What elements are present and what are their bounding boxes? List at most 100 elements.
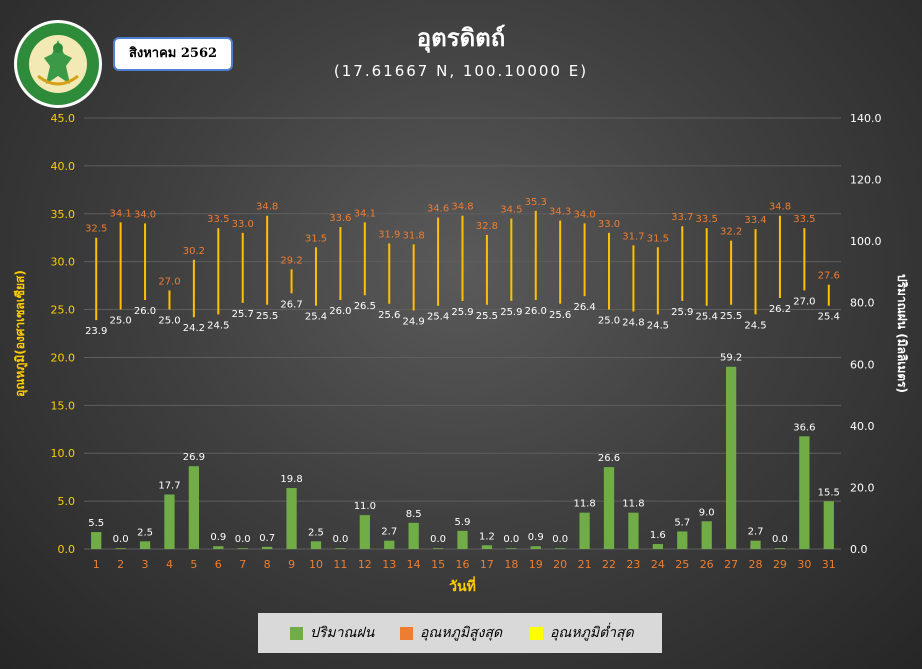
tmin-value-label: 26.0 — [525, 306, 547, 317]
y-left-tick-label: 0.0 — [58, 543, 76, 556]
tmin-value-label: 24.5 — [744, 320, 766, 331]
rain-value-label: 0.0 — [235, 534, 251, 545]
x-tick-label: 26 — [700, 558, 714, 571]
tmin-value-label: 24.8 — [622, 317, 644, 328]
tmax-value-label: 30.2 — [183, 246, 205, 257]
tmin-value-label: 23.9 — [85, 326, 107, 337]
tmax-value-label: 35.3 — [525, 197, 547, 208]
rain-bar — [91, 532, 102, 549]
legend-item-rain: ปริมาณฝน — [290, 624, 374, 642]
tmax-value-label: 27.0 — [158, 276, 180, 287]
rain-bar — [530, 546, 541, 549]
rain-bar — [457, 530, 468, 549]
tmax-value-label: 33.7 — [671, 212, 693, 223]
x-tick-label: 23 — [626, 558, 640, 571]
rain-bar — [408, 522, 419, 549]
rain-bar — [555, 548, 566, 549]
rain-value-label: 11.0 — [354, 501, 376, 512]
rain-value-label: 26.6 — [598, 453, 620, 464]
x-tick-label: 21 — [578, 558, 592, 571]
tmax-value-label: 33.5 — [207, 214, 229, 225]
tmin-value-label: 25.5 — [256, 311, 278, 322]
rain-value-label: 26.9 — [183, 452, 205, 463]
tmin-value-label: 25.4 — [427, 312, 449, 323]
legend-label-rain: ปริมาณฝน — [310, 625, 375, 641]
rain-value-label: 0.0 — [772, 534, 788, 545]
y-left-tick-label: 45.0 — [51, 112, 76, 125]
tmin-value-label: 26.7 — [280, 299, 302, 310]
x-tick-label: 13 — [382, 558, 396, 571]
y-left-tick-label: 20.0 — [51, 351, 76, 364]
rain-value-label: 0.7 — [259, 533, 275, 544]
rain-bar — [701, 521, 712, 549]
tmax-value-label: 33.6 — [329, 213, 351, 224]
rain-bar — [237, 548, 248, 549]
x-tick-label: 29 — [773, 558, 787, 571]
x-tick-label: 22 — [602, 558, 616, 571]
tmax-value-label: 34.5 — [500, 205, 522, 216]
tmax-value-label: 32.8 — [476, 221, 498, 232]
rain-value-label: 0.0 — [430, 534, 446, 545]
x-tick-label: 24 — [651, 558, 665, 571]
rain-bar — [310, 541, 322, 549]
tmin-value-label: 25.4 — [696, 312, 718, 323]
rain-bar — [286, 488, 297, 549]
data-labels: 5.5 0.0 2.5 17.7 26.9 0.9 0.0 0.7 19.8 2.5 0.0 11.0… — [85, 197, 840, 545]
chart-title: อุตรดิตถ์ — [416, 24, 506, 52]
y-left-tick-label: 5.0 — [58, 495, 76, 508]
rain-bar — [677, 531, 688, 549]
tmax-value-label: 34.0 — [134, 209, 156, 220]
rain-value-label: 0.0 — [552, 534, 568, 545]
x-tick-label: 8 — [264, 558, 271, 571]
rain-value-label: 15.5 — [818, 487, 840, 498]
tmax-value-label: 33.0 — [598, 219, 620, 230]
x-tick-label: 27 — [724, 558, 738, 571]
tmin-value-label: 25.6 — [549, 310, 571, 321]
tmax-value-label: 31.7 — [622, 231, 644, 242]
tmax-value-label: 33.0 — [232, 219, 254, 230]
legend-swatch-tmax — [400, 626, 413, 640]
rain-value-label: 5.7 — [674, 517, 690, 528]
x-tick-label: 17 — [480, 558, 494, 571]
rain-value-label: 0.0 — [332, 534, 348, 545]
rain-value-label: 2.7 — [381, 527, 397, 538]
x-tick-label: 4 — [166, 558, 173, 571]
x-tick-label: 1 — [93, 558, 100, 571]
x-tick-label: 16 — [456, 558, 470, 571]
tmax-value-label: 27.6 — [818, 271, 840, 282]
tmin-value-label: 25.9 — [500, 307, 522, 318]
rain-bar — [628, 512, 639, 549]
tmin-value-label: 26.0 — [329, 306, 351, 317]
rain-value-label: 1.2 — [479, 531, 495, 542]
tmin-value-label: 25.0 — [158, 316, 180, 327]
tmin-value-label: 25.9 — [671, 307, 693, 318]
rain-bars — [91, 366, 834, 549]
rain-bar — [774, 548, 786, 549]
rain-bar — [579, 512, 590, 549]
month-label: สิงหาคม 2562 — [128, 46, 218, 61]
rain-value-label: 11.8 — [573, 499, 595, 510]
tmin-value-label: 25.0 — [598, 316, 620, 327]
rain-value-label: 0.0 — [503, 534, 519, 545]
x-axis-label: วันที่ — [449, 576, 476, 595]
x-tick-label: 9 — [288, 558, 295, 571]
tmax-value-label: 33.4 — [744, 215, 766, 226]
y-left-axis-label: อุณหภูมิ(องศาเซลเซียส) — [13, 270, 28, 397]
x-tick-label: 10 — [309, 558, 323, 571]
tmin-value-label: 25.0 — [109, 316, 131, 327]
tmax-value-label: 31.9 — [378, 229, 400, 240]
x-tick-label: 31 — [822, 558, 836, 571]
y-right-tick-label: 40.0 — [850, 420, 875, 433]
x-tick-label: 7 — [239, 558, 246, 571]
rain-value-label: 59.2 — [720, 353, 742, 364]
rain-bar — [384, 540, 395, 549]
y-left-tick-label: 35.0 — [51, 208, 76, 221]
tmin-value-label: 24.9 — [403, 317, 425, 328]
rain-bar — [725, 366, 737, 549]
gridlines — [84, 117, 841, 550]
rain-value-label: 2.7 — [748, 527, 764, 538]
y-left-tick-label: 25.0 — [51, 304, 76, 317]
legend-swatch-tmin — [530, 626, 543, 640]
rain-value-label: 1.6 — [650, 530, 666, 541]
